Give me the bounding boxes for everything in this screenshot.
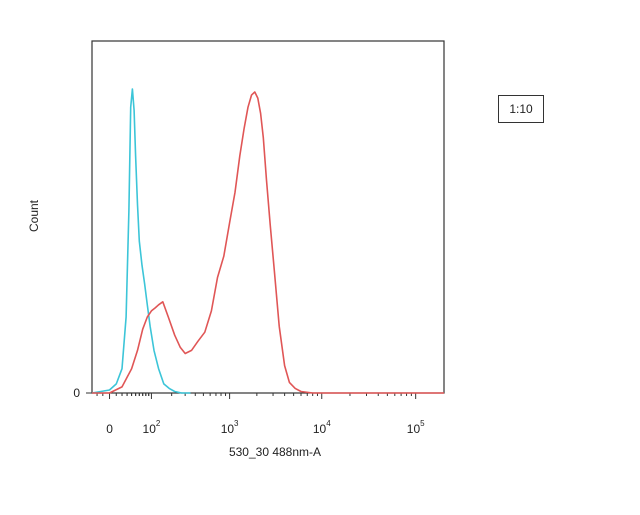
- x-tick-label-3: 104: [313, 419, 331, 436]
- dilution-label: 1:10: [498, 95, 544, 123]
- series-line-1: [91, 88, 191, 394]
- x-tick-label-0: 0: [106, 422, 113, 436]
- x-tick-label-2: 103: [221, 419, 239, 436]
- series-layer: [91, 88, 444, 394]
- axis-ticks: [86, 392, 417, 399]
- y-axis-title: Count: [27, 199, 41, 232]
- x-tick-label-4: 105: [407, 419, 425, 436]
- series-line-2: [92, 91, 444, 394]
- y-tick-label-0: 0: [73, 386, 80, 400]
- axis-labels: 0 102 103 104 105 0: [73, 386, 425, 436]
- plot-frame: [91, 40, 445, 394]
- x-tick-label-1: 102: [143, 419, 161, 436]
- plot-area: [91, 40, 445, 394]
- x-axis-title: 530_30 488nm-A: [229, 445, 321, 459]
